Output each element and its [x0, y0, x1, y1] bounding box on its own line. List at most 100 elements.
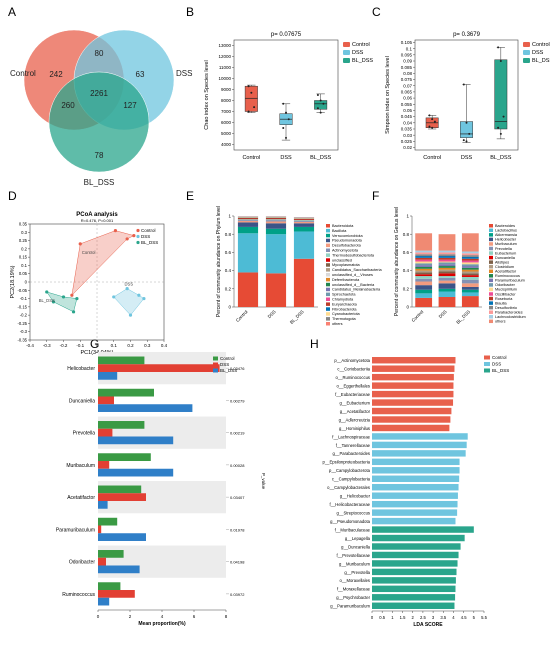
legend-swatch	[523, 58, 530, 63]
stack-segment	[438, 291, 456, 297]
hull-control	[71, 230, 135, 296]
box-point	[431, 118, 434, 121]
legend-swatch	[489, 274, 493, 278]
stack-segment	[461, 289, 479, 293]
y-tick-label: 0.095	[401, 52, 413, 57]
y-tick-label: 0.8	[225, 232, 232, 237]
bar-bl-dss	[98, 468, 174, 477]
legend-label: Lachnoclostridium	[495, 315, 526, 319]
point-bl-dss	[45, 290, 49, 294]
lda-taxon-label: g__Lepagella	[345, 536, 371, 541]
lda-taxon-label: p__Campylobacterota	[329, 468, 371, 473]
stack-segment	[438, 276, 456, 278]
legend-swatch	[326, 287, 330, 292]
venn-count-control-only: 242	[49, 70, 63, 79]
panel-letter-g: G	[90, 337, 99, 351]
stack-segment	[293, 226, 315, 232]
legend-label: others	[495, 320, 506, 324]
legend-label: Control	[352, 42, 370, 48]
box-point	[316, 94, 319, 96]
venn-label-dss: DSS	[176, 69, 192, 78]
x-tick-label: 0	[371, 615, 374, 620]
legend-swatch	[489, 255, 493, 260]
bar-control	[98, 388, 154, 397]
legend-swatch	[136, 240, 140, 245]
stack-segment	[237, 222, 259, 227]
x-tick-label: Control	[411, 309, 425, 323]
legend-swatch	[326, 263, 330, 267]
lda-taxon-label: p__Epsilonproteobacteria	[323, 460, 371, 465]
point-bl-dss	[75, 296, 79, 301]
legend-label: Control	[220, 356, 235, 361]
box-point	[319, 99, 322, 102]
box-point	[499, 132, 502, 135]
stack-segment	[438, 267, 456, 270]
box-point	[499, 60, 502, 63]
lda-bar-bl-dss	[372, 585, 456, 593]
y-tick-label: 0.08	[403, 71, 412, 76]
stack-segment	[293, 223, 315, 227]
box-point	[282, 127, 285, 129]
stack-segment	[438, 271, 456, 274]
p-value-axis-label: P_value	[261, 473, 266, 490]
x-tick-label: 1	[391, 615, 394, 620]
legend-swatch	[489, 251, 493, 255]
stack-segment	[438, 252, 456, 255]
stack-segment	[438, 256, 456, 258]
legend-swatch	[326, 312, 330, 316]
legend-label: Bacillota	[332, 229, 347, 233]
stack-segment	[237, 220, 259, 222]
stack-segment	[293, 219, 315, 221]
y-tick-label: 0.09	[403, 59, 412, 64]
stack-segment	[293, 221, 315, 224]
box-point	[462, 139, 465, 142]
lda-bar-dss	[372, 492, 458, 499]
legend-label: Fibrobacterota	[332, 307, 357, 311]
stack-segment	[461, 266, 479, 268]
legend-swatch	[489, 233, 493, 237]
stack-segment	[461, 271, 479, 274]
panel-letter-b: B	[186, 5, 194, 19]
x-tick-label: 0.3	[144, 343, 151, 348]
box-point	[462, 83, 465, 86]
x-tick-label: 6	[193, 614, 196, 619]
legend-swatch	[343, 58, 350, 63]
stack-segment	[461, 262, 479, 265]
p-value-label: 0.00219	[230, 431, 245, 436]
lda-taxon-label: f__Muribaculaceae	[335, 527, 371, 532]
legend-swatch	[213, 368, 218, 373]
stack-segment	[415, 252, 433, 255]
stack-segment	[265, 223, 287, 229]
box-point	[497, 46, 500, 49]
category-label: Helicobacter	[67, 366, 95, 372]
legend-swatch	[489, 315, 493, 319]
panel-a-venn: 242 63 78 80 260 127 2261 Control DSS BL_DSS	[10, 29, 192, 187]
hull-dss	[113, 288, 145, 316]
legend-swatch	[326, 238, 330, 243]
legend-label: Prevotella	[495, 247, 513, 251]
legend-swatch	[326, 224, 330, 228]
lda-bar-control	[372, 416, 451, 423]
x-tick-label: 0.2	[127, 343, 134, 348]
bar-control	[98, 421, 145, 429]
box-point	[433, 120, 436, 123]
stack-segment	[438, 269, 456, 272]
stack-segment	[237, 226, 259, 234]
legend-label: Chlamydiota	[332, 298, 354, 302]
p-value-label: 0.03972	[230, 592, 245, 597]
point-dss	[142, 296, 146, 301]
y-tick-label: 7000	[221, 109, 232, 114]
category-label: Muribaculum	[66, 463, 95, 469]
stack-segment	[461, 275, 479, 277]
stack-segment	[293, 221, 315, 222]
lda-taxon-label: g__Eubacterium	[340, 400, 371, 405]
bar-bl-dss	[98, 597, 110, 606]
lda-bar-bl-dss	[372, 543, 461, 550]
stack-segment	[461, 255, 479, 257]
stack-segment	[415, 281, 433, 286]
lda-bar-bl-dss	[372, 568, 457, 576]
stack-segment	[461, 279, 479, 284]
category-label: Duncaniella	[69, 398, 95, 404]
x-tick-label: DSS	[280, 155, 292, 161]
